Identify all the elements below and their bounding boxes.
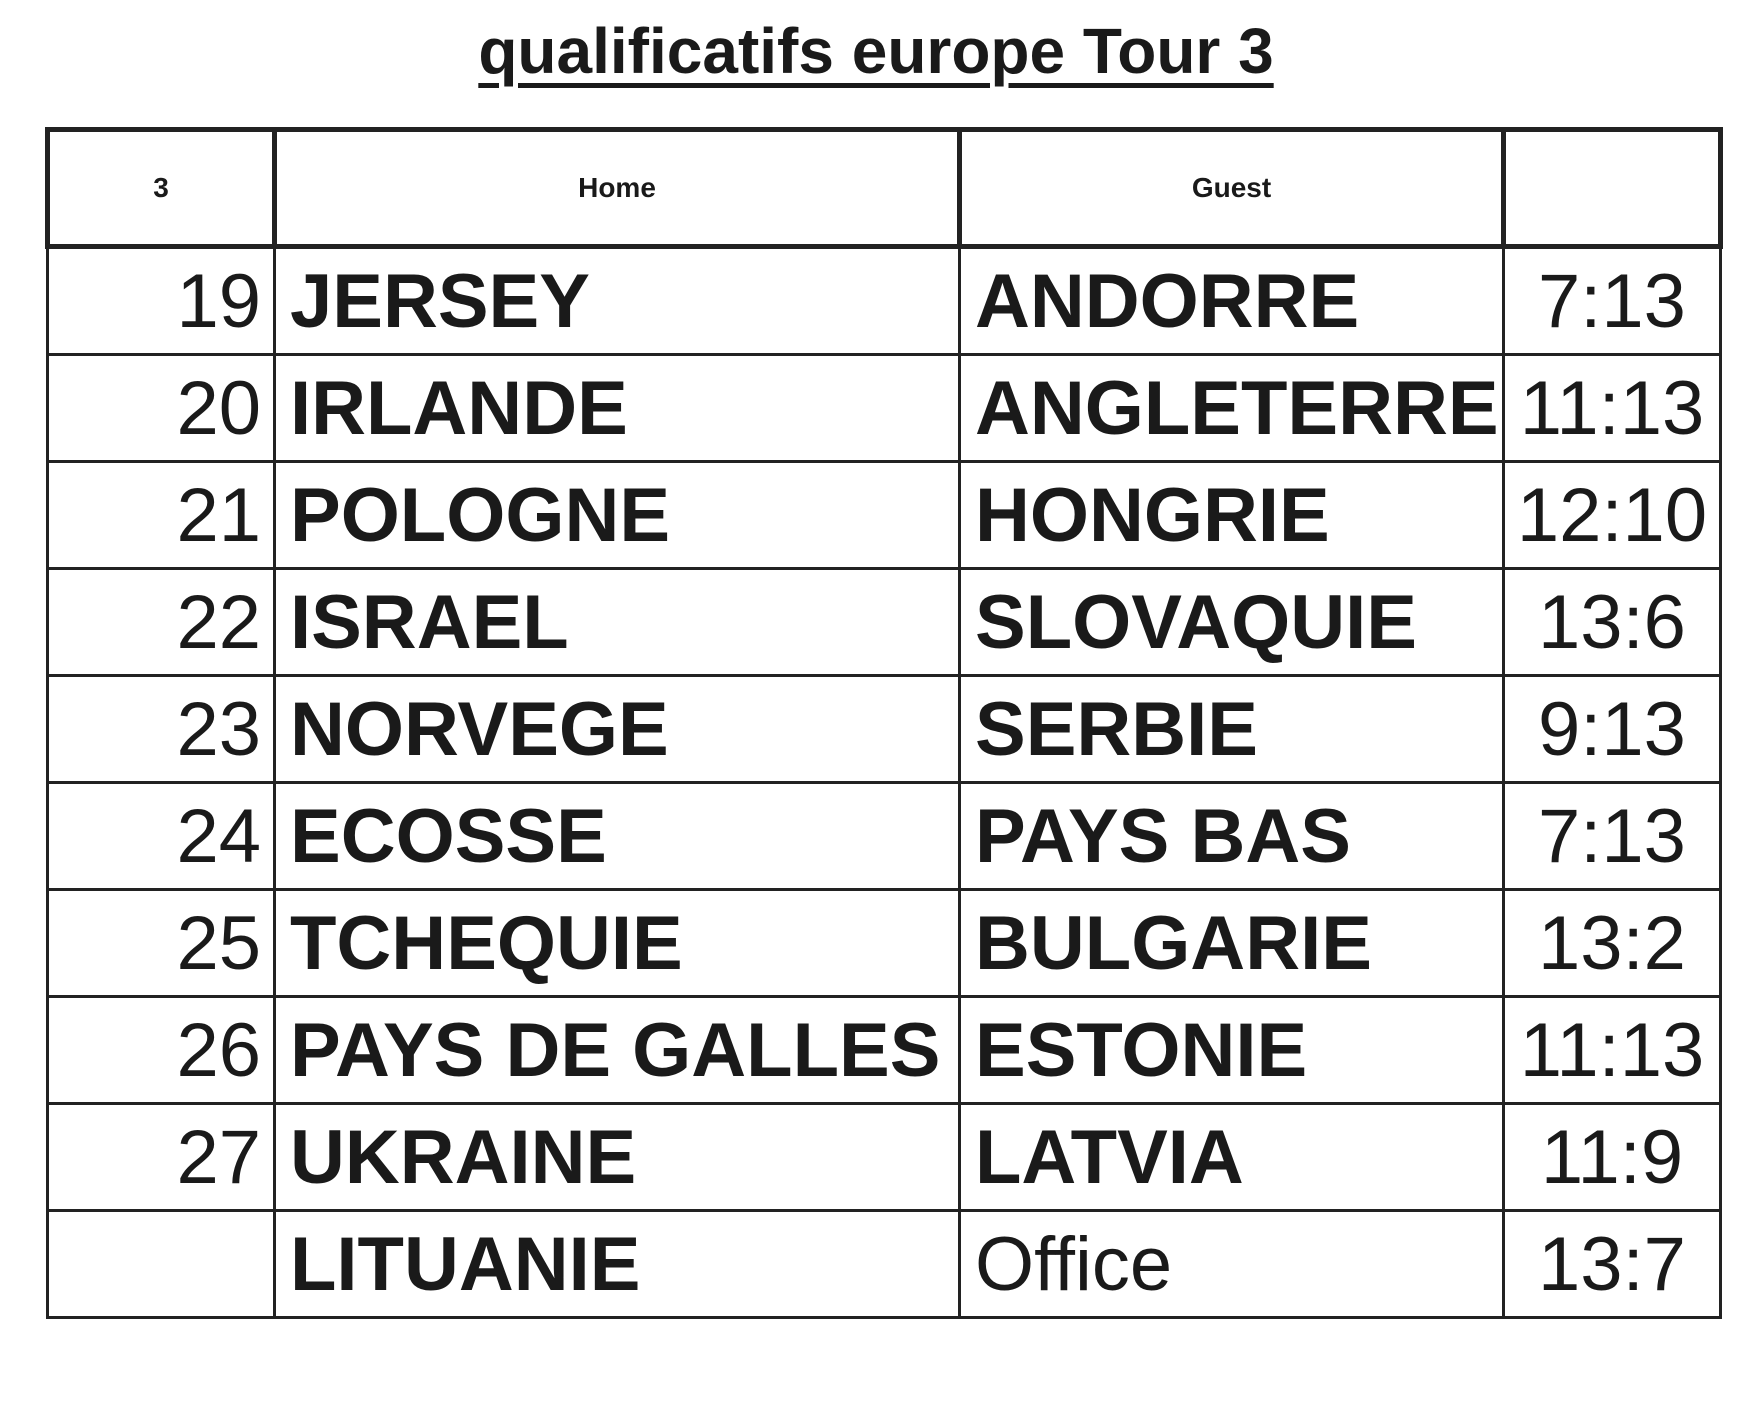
match-number: 22 bbox=[46, 567, 276, 677]
table-row: 21 POLOGNE HONGRIE 12:10 bbox=[46, 460, 1722, 570]
header-score bbox=[1501, 127, 1723, 249]
match-number: 26 bbox=[46, 995, 276, 1105]
home-team: IRLANDE bbox=[273, 353, 961, 463]
header-row: 3 Home Guest bbox=[45, 127, 1723, 249]
home-team: JERSEY bbox=[273, 245, 961, 356]
home-team: ECOSSE bbox=[273, 781, 961, 891]
guest-team: SLOVAQUIE bbox=[958, 567, 1505, 677]
guest-team: ANGLETERRE bbox=[958, 353, 1505, 463]
table-row: 22 ISRAEL SLOVAQUIE 13:6 bbox=[46, 567, 1722, 677]
table-row: LITUANIE Office 13:7 bbox=[46, 1209, 1722, 1319]
header-guest: Guest bbox=[957, 127, 1506, 249]
table-row: 27 UKRAINE LATVIA 11:9 bbox=[46, 1102, 1722, 1212]
score: 13:7 bbox=[1502, 1209, 1722, 1319]
score: 12:10 bbox=[1502, 460, 1722, 570]
guest-team: BULGARIE bbox=[958, 888, 1505, 998]
home-team: TCHEQUIE bbox=[273, 888, 961, 998]
home-team: NORVEGE bbox=[273, 674, 961, 784]
match-number: 20 bbox=[46, 353, 276, 463]
score: 7:13 bbox=[1502, 781, 1722, 891]
home-team: POLOGNE bbox=[273, 460, 961, 570]
header-round: 3 bbox=[45, 127, 277, 249]
guest-team: HONGRIE bbox=[958, 460, 1505, 570]
guest-team: SERBIE bbox=[958, 674, 1505, 784]
results-table: 3 Home Guest 19 JERSEY ANDORRE 7:13 20 IRLAND… bbox=[45, 127, 1723, 1319]
match-number: 27 bbox=[46, 1102, 276, 1212]
table-row: 19 JERSEY ANDORRE 7:13 bbox=[46, 245, 1722, 356]
home-team: LITUANIE bbox=[273, 1209, 961, 1319]
match-number: 21 bbox=[46, 460, 276, 570]
match-number: 25 bbox=[46, 888, 276, 998]
page-title: qualificatifs europe Tour 3 bbox=[478, 15, 1274, 87]
table-row: 24 ECOSSE PAYS BAS 7:13 bbox=[46, 781, 1722, 891]
guest-team: PAYS BAS bbox=[958, 781, 1505, 891]
match-number bbox=[46, 1209, 276, 1319]
score: 11:13 bbox=[1502, 353, 1722, 463]
header-home: Home bbox=[272, 127, 962, 249]
score: 7:13 bbox=[1502, 245, 1722, 356]
match-number: 23 bbox=[46, 674, 276, 784]
table-row: 26 PAYS DE GALLES ESTONIE 11:13 bbox=[46, 995, 1722, 1105]
score: 13:2 bbox=[1502, 888, 1722, 998]
guest-team: ANDORRE bbox=[958, 245, 1505, 356]
home-team: UKRAINE bbox=[273, 1102, 961, 1212]
table-row: 20 IRLANDE ANGLETERRE 11:13 bbox=[46, 353, 1722, 463]
match-number: 19 bbox=[46, 245, 276, 356]
guest-team: ESTONIE bbox=[958, 995, 1505, 1105]
score: 9:13 bbox=[1502, 674, 1722, 784]
home-team: ISRAEL bbox=[273, 567, 961, 677]
guest-team: LATVIA bbox=[958, 1102, 1505, 1212]
home-team: PAYS DE GALLES bbox=[273, 995, 961, 1105]
guest-team: Office bbox=[958, 1209, 1505, 1319]
table-row: 23 NORVEGE SERBIE 9:13 bbox=[46, 674, 1722, 784]
table-row: 25 TCHEQUIE BULGARIE 13:2 bbox=[46, 888, 1722, 998]
score: 13:6 bbox=[1502, 567, 1722, 677]
match-number: 24 bbox=[46, 781, 276, 891]
score: 11:13 bbox=[1502, 995, 1722, 1105]
score: 11:9 bbox=[1502, 1102, 1722, 1212]
